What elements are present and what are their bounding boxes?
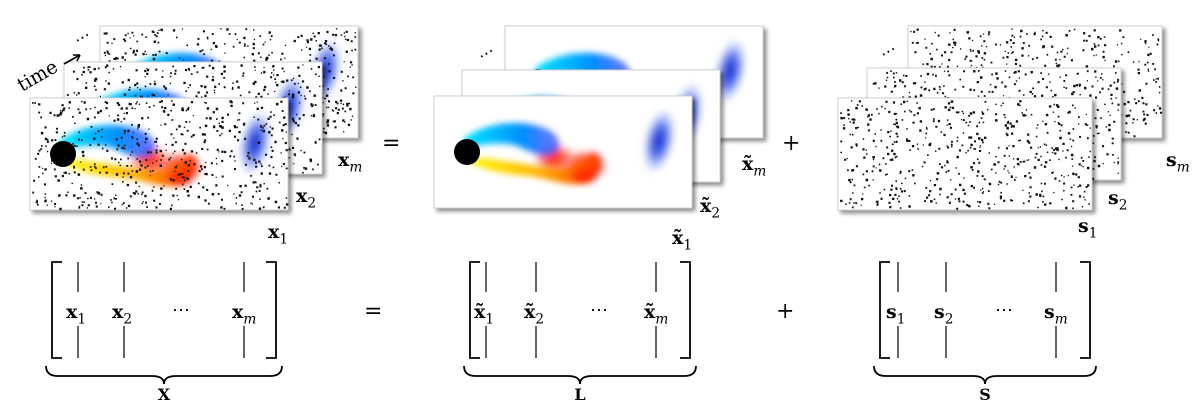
- label-x-2: x2: [296, 185, 316, 211]
- top-frames: xm x2 x1 ⋯ time = x̃m x̃2 x̃1 ⋯ + sm s2 s1 ⋯: [14, 25, 1190, 253]
- label-xt-m: x̃m: [742, 153, 766, 179]
- brace-label: X: [158, 385, 171, 404]
- matrix-s: s1 s2 sm ⋯ S: [873, 261, 1097, 404]
- top-plus: +: [782, 131, 800, 156]
- noisy-stack: xm x2 x1 ⋯ time: [14, 25, 363, 247]
- column-label: xm: [232, 301, 256, 327]
- stack-dots: ⋯: [71, 25, 94, 49]
- column-label: x̃m: [644, 301, 668, 327]
- lowrank-frame-1: [433, 95, 693, 209]
- bottom-plus: +: [776, 299, 794, 324]
- label-x-m: xm: [338, 149, 362, 175]
- label-s-m: sm: [1166, 149, 1190, 175]
- matrix-x: x1 x2 xm ⋯ X: [45, 261, 283, 404]
- underbrace: [463, 365, 697, 385]
- label-s-2: s2: [1108, 187, 1127, 213]
- bottom-matrices: x1 x2 xm ⋯ Xx̃1 x̃2 x̃m ⋯ Ls1 s2 sm ⋯ S = +: [45, 261, 1097, 404]
- right-bracket: [1080, 261, 1091, 359]
- noisy-frame-1: [29, 97, 289, 211]
- column-label: x2: [112, 301, 132, 327]
- column-label: s1: [886, 301, 905, 327]
- right-bracket: [680, 261, 691, 359]
- lowrank-stack: x̃m x̃2 x̃1 ⋯: [433, 25, 766, 253]
- time-arrow-icon: [63, 54, 81, 65]
- brace-label: S: [979, 385, 991, 404]
- label-x-1: x1: [268, 221, 288, 247]
- column-label: x̃1: [474, 301, 494, 327]
- column-dots: ⋯: [172, 300, 190, 321]
- brace-label: L: [574, 385, 585, 404]
- column-label: x̃2: [524, 301, 544, 327]
- column-label: x1: [66, 301, 86, 327]
- left-bracket: [51, 261, 62, 359]
- left-bracket: [469, 261, 480, 359]
- matrix-l: x̃1 x̃2 x̃m ⋯ L: [463, 261, 697, 404]
- underbrace: [873, 365, 1097, 385]
- column-label: sm: [1044, 301, 1068, 327]
- right-bracket: [266, 261, 277, 359]
- label-s-1: s1: [1078, 215, 1097, 241]
- column-dots: ⋯: [995, 300, 1013, 321]
- stack-dots: ⋯: [877, 39, 900, 63]
- label-xt-1: x̃1: [672, 227, 692, 253]
- column-label: s2: [934, 301, 953, 327]
- label-xt-2: x̃2: [700, 195, 720, 221]
- column-dots: ⋯: [590, 300, 608, 321]
- top-equals: =: [382, 131, 400, 156]
- stack-dots: ⋯: [475, 41, 498, 65]
- time-label: time: [14, 56, 62, 97]
- bottom-equals: =: [364, 299, 382, 324]
- underbrace: [45, 365, 283, 385]
- left-bracket: [879, 261, 890, 359]
- sparse-frame-1: [837, 97, 1093, 211]
- sparse-stack: sm s2 s1 ⋯: [837, 25, 1190, 241]
